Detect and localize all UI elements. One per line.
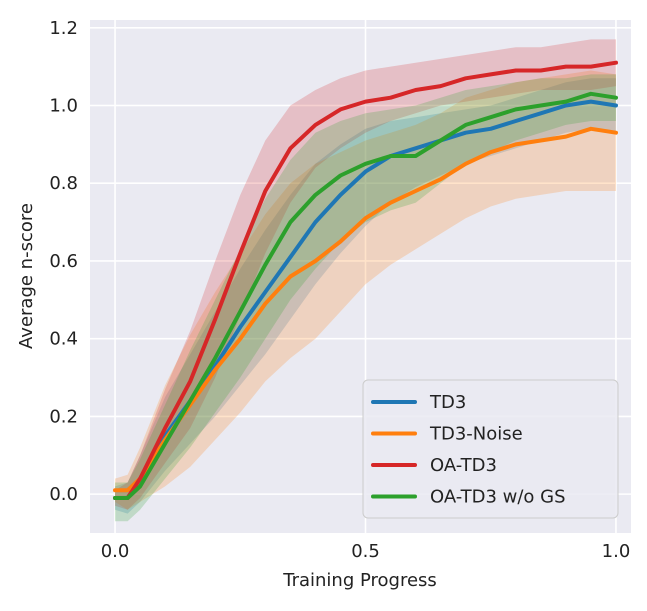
tick-labels: 0.0 0.2 0.4 0.6 0.8 1.0 1.2 0.0 0.5 1.0 xyxy=(49,18,630,562)
series-line xyxy=(113,60,618,500)
x-tick-label: 1.0 xyxy=(602,541,631,562)
y-tick-label: 0.6 xyxy=(49,251,78,272)
y-tick-label: 0.0 xyxy=(49,484,78,505)
y-tick-label: 0.2 xyxy=(49,406,78,427)
x-tick-label: 0.0 xyxy=(101,541,130,562)
y-tick-label: 0.8 xyxy=(49,173,78,194)
legend-label: TD3 xyxy=(429,392,466,413)
y-tick-label: 1.0 xyxy=(49,96,78,117)
y-tick-label: 0.4 xyxy=(49,329,78,350)
series-line xyxy=(113,91,618,500)
legend-box xyxy=(362,379,619,519)
legend-label: TD3-Noise xyxy=(429,424,523,445)
confidence-band xyxy=(115,70,616,510)
series-lines xyxy=(113,60,618,500)
legend-label: OA-TD3 w/o GS xyxy=(430,487,566,508)
legend: TD3 TD3-Noise OA-TD3 OA-TD3 w/o GS xyxy=(362,379,619,519)
legend-label: OA-TD3 xyxy=(430,455,497,476)
y-tick-label: 1.2 xyxy=(49,18,78,39)
confidence-band xyxy=(115,39,616,510)
y-axis-label: Average n-score xyxy=(16,203,37,349)
x-tick-label: 0.5 xyxy=(351,541,380,562)
x-axis-label: Training Progress xyxy=(282,570,437,591)
